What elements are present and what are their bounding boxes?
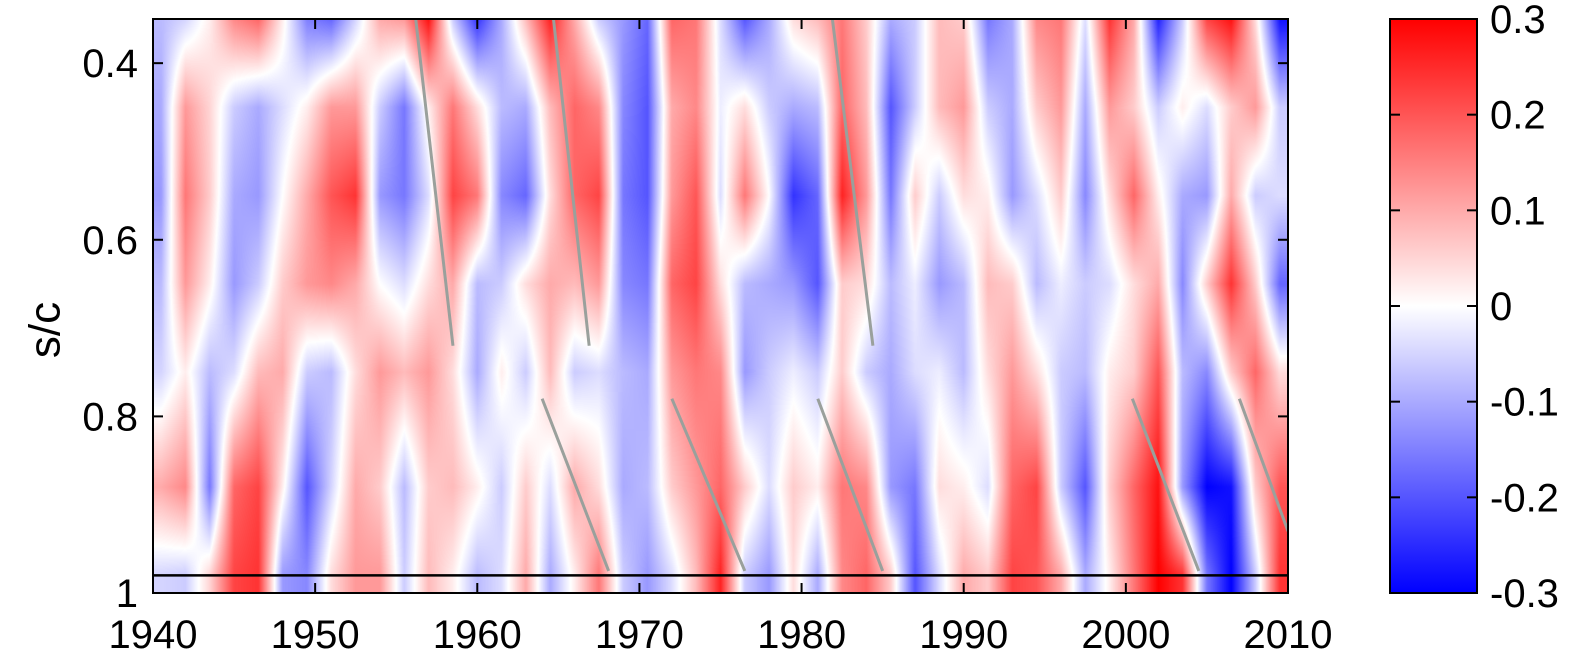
annotation-line <box>670 398 747 572</box>
y-axis-label: s/c <box>21 302 70 358</box>
colorbar-tick-label: 0.2 <box>1490 94 1546 138</box>
x-tick-label: 1980 <box>757 613 846 657</box>
annotation-line <box>552 19 591 346</box>
x-tick-label: 1950 <box>271 613 360 657</box>
annotation-line <box>414 19 455 346</box>
x-tick-label: 1990 <box>919 613 1008 657</box>
plot-frame <box>152 18 1289 594</box>
colorbar-tick-label: 0 <box>1490 285 1512 329</box>
x-tick-label: 1960 <box>433 613 522 657</box>
colorbar-tick-label: -0.1 <box>1490 381 1559 425</box>
x-tick-label: 2010 <box>1244 613 1333 657</box>
y-tick-label: 0.8 <box>82 395 138 439</box>
colorbar <box>1389 18 1478 594</box>
colorbar-tick-label: 0.3 <box>1490 0 1546 42</box>
colorbar-tick-label: -0.2 <box>1490 476 1559 520</box>
annotation-line <box>1130 398 1201 572</box>
x-tick-label: 1940 <box>109 613 198 657</box>
annotation-line <box>540 398 611 572</box>
y-tick-label: 0.4 <box>82 42 138 86</box>
x-tick-label: 1970 <box>595 613 684 657</box>
x-axis: 1940 1950 1960 1970 1980 1990 2000 2010 <box>109 19 1333 657</box>
annotation-line <box>1237 398 1288 532</box>
colorbar-tick-label: -0.3 <box>1490 572 1559 616</box>
x-tick-label: 2000 <box>1081 613 1170 657</box>
annotation-line <box>830 19 875 346</box>
y-tick-label: 1 <box>116 572 138 616</box>
y-axis: 0.4 0.6 0.8 1 <box>82 42 1288 616</box>
annotation-line <box>816 398 885 572</box>
annotation-lines <box>414 19 1288 572</box>
y-tick-label: 0.6 <box>82 219 138 263</box>
heatmap-field <box>153 19 1288 593</box>
colorbar-axis: 0.3 0.2 0.1 0 -0.1 -0.2 -0.3 <box>1390 0 1559 616</box>
colorbar-tick-label: 0.1 <box>1490 189 1546 233</box>
